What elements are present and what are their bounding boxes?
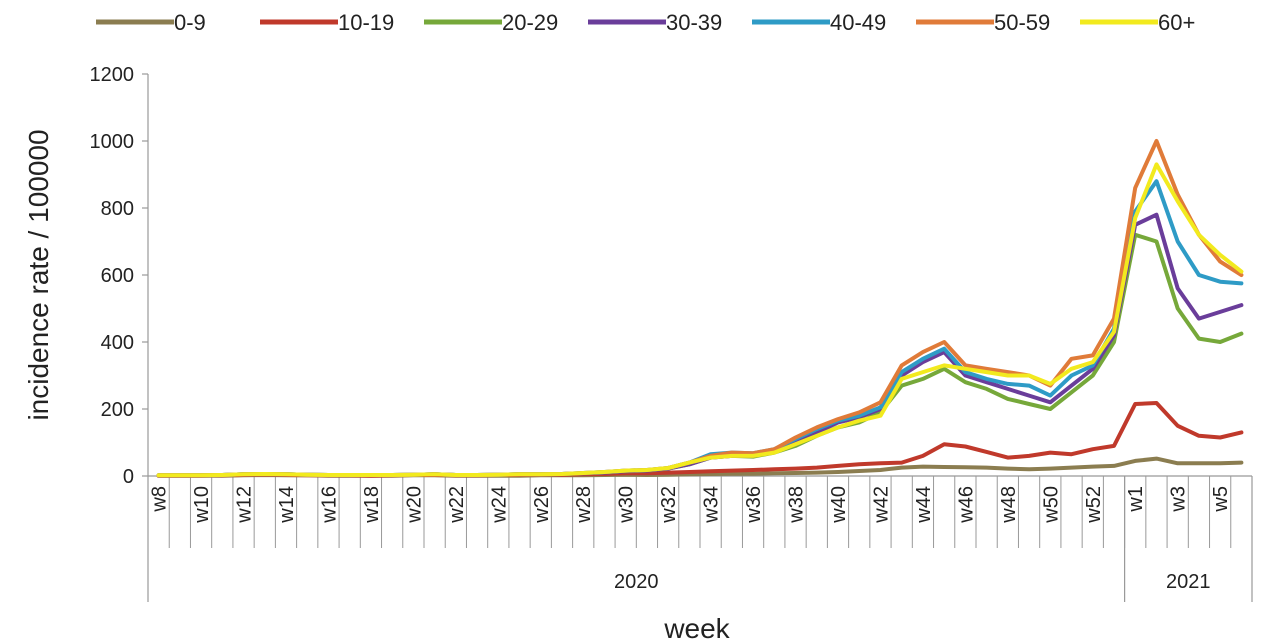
x-tick-label: w22 — [446, 486, 468, 524]
y-tick-label: 600 — [101, 265, 134, 287]
x-tick-label: w1 — [1125, 486, 1147, 513]
y-axis: incidence rate / 100000 0 200 400 600 800 100… — [23, 64, 149, 488]
legend-item: 60+ — [1080, 10, 1195, 35]
x-tick-label: w48 — [998, 486, 1020, 524]
x-axis-title: week — [663, 613, 730, 644]
legend-item: 10-19 — [260, 10, 394, 35]
x-tick-label: w34 — [701, 486, 723, 524]
y-tick-label: 1000 — [90, 131, 135, 153]
x-tick-label: w36 — [743, 486, 765, 524]
x-tick-label: w10 — [191, 486, 213, 524]
x-tick-label: w42 — [870, 486, 892, 524]
x-tick-label: w46 — [955, 486, 977, 524]
series-line-20-29 — [156, 232, 1244, 478]
x-tick-label: w50 — [1040, 486, 1062, 524]
x-tick-label: w8 — [149, 486, 171, 513]
legend-label: 30-39 — [666, 10, 722, 35]
x-tick-label: w40 — [828, 486, 850, 524]
series-line-50-59 — [156, 139, 1244, 478]
x-tick-label: w32 — [658, 486, 680, 524]
y-tick-label: 1200 — [90, 64, 135, 86]
legend: 0-9 10-19 20-29 30-39 40-49 50-59 60+ — [96, 10, 1195, 35]
legend-item: 0-9 — [96, 10, 206, 35]
y-axis-title: incidence rate / 100000 — [23, 129, 54, 420]
x-tick-label: w28 — [573, 486, 595, 524]
legend-item: 50-59 — [916, 10, 1050, 35]
series-lines — [156, 139, 1244, 478]
x-tick-label: w24 — [488, 486, 510, 524]
legend-label: 60+ — [1158, 10, 1195, 35]
series-line-60+ — [156, 162, 1244, 478]
x-tick-label: w38 — [786, 486, 808, 524]
y-tick-label: 400 — [101, 332, 134, 354]
x-tick-label: w12 — [234, 486, 256, 524]
legend-item: 20-29 — [424, 10, 558, 35]
legend-label: 0-9 — [174, 10, 206, 35]
x-tick-label: w20 — [403, 486, 425, 524]
x-tick-label: w16 — [318, 486, 340, 524]
series-line-10-19 — [156, 401, 1244, 478]
x-tick-label: w30 — [616, 486, 638, 524]
year-group-label: 2021 — [1166, 571, 1211, 593]
year-group-label: 2020 — [614, 571, 659, 593]
x-tick-label: w52 — [1083, 486, 1105, 524]
y-tick-label: 0 — [123, 466, 134, 488]
y-tick-label: 800 — [101, 198, 134, 220]
series-line-30-39 — [156, 212, 1244, 478]
legend-label: 40-49 — [830, 10, 886, 35]
x-tick-label: w18 — [361, 486, 383, 524]
x-tick-label: w14 — [276, 486, 298, 524]
x-tick-label: w5 — [1210, 486, 1232, 513]
x-tick-label: w26 — [531, 486, 553, 524]
legend-label: 20-29 — [502, 10, 558, 35]
legend-item: 40-49 — [752, 10, 886, 35]
legend-item: 30-39 — [588, 10, 722, 35]
x-axis: w8 w10 w12 w14 w16 w18 w20 w22 w24 w26 w28 w30 w32 w3… — [147, 475, 1253, 602]
x-tick-label: w44 — [913, 486, 935, 524]
legend-label: 10-19 — [338, 10, 394, 35]
series-line-40-49 — [156, 179, 1244, 478]
x-tick-label: w3 — [1168, 486, 1190, 513]
y-tick-label: 200 — [101, 399, 134, 421]
legend-label: 50-59 — [994, 10, 1050, 35]
